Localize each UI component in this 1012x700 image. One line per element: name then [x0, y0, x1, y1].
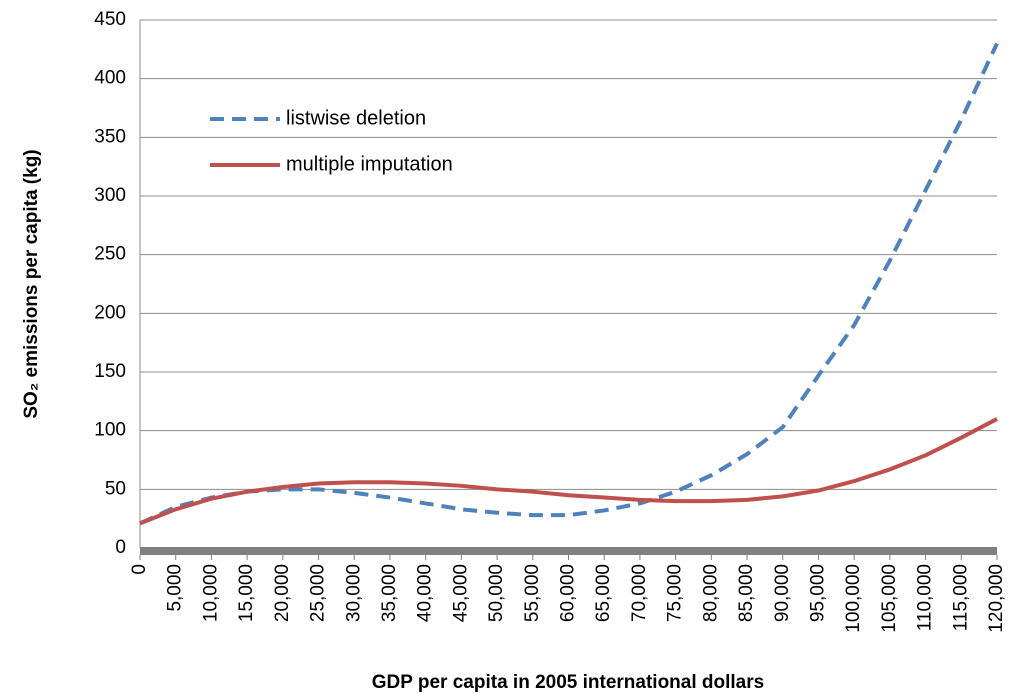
x-tick-label: 25,000	[308, 564, 329, 622]
y-tick-label: 400	[94, 68, 126, 89]
x-tick-label: 0	[129, 564, 150, 575]
x-tick-label: 80,000	[700, 564, 721, 622]
x-tick-label: 75,000	[665, 564, 686, 622]
x-tick-label: 15,000	[236, 564, 257, 622]
series-line	[139, 417, 998, 526]
y-tick-label: 150	[94, 361, 126, 382]
x-tick-label: 115,000	[950, 564, 971, 631]
x-tick-label: 120,000	[986, 564, 1007, 633]
x-tick-label: 5,000	[165, 564, 186, 612]
x-tick-label: 100,000	[843, 564, 864, 633]
x-tick-label: 55,000	[522, 564, 543, 622]
x-tick-label: 20,000	[272, 564, 293, 622]
x-tick-label: 95,000	[807, 564, 828, 622]
x-tick-label: 45,000	[450, 564, 471, 622]
x-tick-label: 50,000	[486, 564, 507, 622]
x-tick-label: 30,000	[343, 564, 364, 622]
x-tick-label: 70,000	[629, 564, 650, 622]
legend-label: listwise deletion	[286, 107, 426, 129]
x-tick-label: 10,000	[200, 564, 221, 622]
y-tick-label: 250	[94, 244, 126, 265]
x-tick-label: 35,000	[379, 564, 400, 622]
x-axis	[140, 547, 997, 555]
y-tick-label: 0	[115, 537, 126, 558]
x-axis-title: GDP per capita in 2005 international dol…	[372, 672, 764, 693]
y-tick-label: 100	[94, 420, 126, 441]
x-tick-label: 65,000	[593, 564, 614, 622]
y-tick-label: 450	[94, 9, 126, 30]
y-tick-label: 50	[105, 478, 126, 499]
x-tick-label: 60,000	[558, 564, 579, 622]
x-tick-label: 105,000	[879, 564, 900, 633]
x-tick-label: 85,000	[736, 564, 757, 622]
y-tick-label: 350	[94, 126, 126, 147]
x-tick-label: 110,000	[915, 564, 936, 631]
y-tick-label: 300	[94, 185, 126, 206]
series-line	[139, 42, 999, 526]
y-tick-label: 200	[94, 302, 126, 323]
x-tick-label: 40,000	[415, 564, 436, 622]
x-tick-label: 90,000	[772, 564, 793, 622]
legend-label: multiple imputation	[286, 153, 453, 175]
y-axis-title: SO₂ emissions per capita (kg)	[21, 149, 42, 418]
